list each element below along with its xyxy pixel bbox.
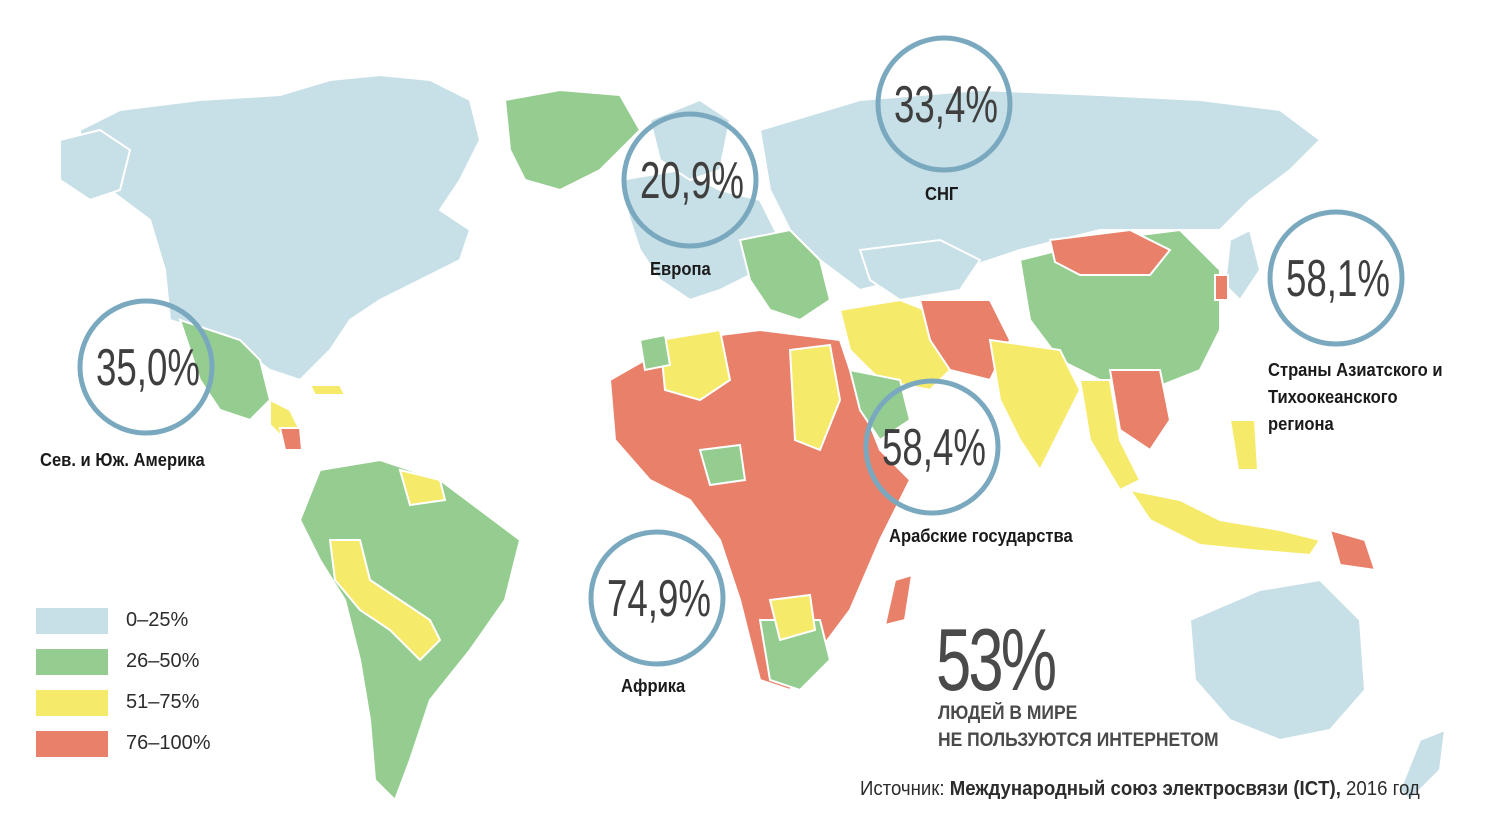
legend-item: 0–25% xyxy=(36,600,211,641)
label-cis: СНГ xyxy=(925,184,959,204)
land-mexico xyxy=(178,318,272,422)
label-europe: Европа xyxy=(650,259,711,279)
land-mongolia xyxy=(1048,228,1172,276)
circle-ring xyxy=(77,298,215,436)
circle-ring xyxy=(863,378,1001,516)
legend-swatch xyxy=(36,689,108,716)
land-iran-veryhigh xyxy=(918,299,1012,382)
land-new-zealand xyxy=(1398,728,1447,802)
circle-ring xyxy=(875,35,1013,173)
headline-caption-line2: НЕ ПОЛЬЗУЮТСЯ ИНТЕРНЕТОМ xyxy=(938,730,1219,751)
land-sa-yellow-2 xyxy=(328,539,442,662)
land-korea xyxy=(1214,274,1229,301)
label-africa: Африка xyxy=(621,676,686,696)
legend-label: 0–25% xyxy=(126,609,189,631)
land-central-america-veryhigh xyxy=(278,427,304,451)
legend-swatch xyxy=(36,607,108,634)
source-org: Международный союз электросвязи (ICT), xyxy=(949,778,1341,800)
land-scandinavia xyxy=(648,98,732,182)
percent-cis: 33,4% xyxy=(894,76,998,134)
legend-item: 51–75% xyxy=(36,682,211,723)
percent-arab: 58,4% xyxy=(882,419,986,477)
land-caribbean xyxy=(308,384,347,396)
land-png xyxy=(1328,528,1377,572)
source-prefix: Источник: xyxy=(860,778,945,800)
land-philippines xyxy=(1228,419,1260,471)
land-africa-high-south xyxy=(768,593,817,642)
land-indonesia xyxy=(1127,488,1322,557)
region-circle-arab: 58,4% xyxy=(863,378,1001,516)
land-sa-yellow-1 xyxy=(398,468,447,507)
circle-ring xyxy=(621,111,759,249)
legend-label: 26–50% xyxy=(126,650,200,672)
legend-label: 51–75% xyxy=(126,691,200,713)
land-japan xyxy=(1223,228,1262,302)
legend-swatch xyxy=(36,730,108,757)
headline-caption: ЛЮДЕЙ В МИРЕ НЕ ПОЛЬЗУЮТСЯ ИНТЕРНЕТОМ xyxy=(938,700,1219,754)
land-india xyxy=(988,338,1082,472)
percent-africa: 74,9% xyxy=(607,570,711,628)
legend-swatch xyxy=(36,648,108,675)
land-europe-low xyxy=(618,168,782,302)
land-africa-mid-west xyxy=(698,443,747,487)
land-africa-mid-north xyxy=(638,333,672,372)
land-africa-veryhigh xyxy=(608,328,912,692)
land-africa-high-north xyxy=(658,328,732,402)
percent-europe: 20,9% xyxy=(640,152,744,210)
land-southeast-asia xyxy=(1108,369,1172,452)
label-asia-pacific: Страны Азиатского и Тихоокеанского регио… xyxy=(1268,360,1443,434)
label-arab: Арабские государства xyxy=(889,526,1073,546)
percent-asia-pacific: 58,1% xyxy=(1286,250,1390,308)
source-year: 2016 год xyxy=(1346,778,1420,800)
legend-item: 76–100% xyxy=(36,723,211,764)
region-circle-europe: 20,9% xyxy=(621,111,759,249)
circle-ring xyxy=(1267,209,1405,347)
land-indochina-high xyxy=(1078,379,1142,492)
region-circle-americas: 35,0% xyxy=(77,298,215,436)
region-circle-africa: 74,9% xyxy=(588,529,726,667)
percent-americas: 35,0% xyxy=(96,339,200,397)
region-circle-cis: 33,4% xyxy=(875,35,1013,173)
label-americas: Сев. и Юж. Америка xyxy=(40,450,205,470)
legend-item: 26–50% xyxy=(36,641,211,682)
headline-percent: 53% xyxy=(936,610,1057,709)
land-russia xyxy=(758,88,1322,292)
headline-caption-line1: ЛЮДЕЙ В МИРЕ xyxy=(938,703,1078,724)
land-greenland xyxy=(503,88,642,192)
source-note: Источник: Международный союз электросвяз… xyxy=(860,778,1420,801)
land-madagascar xyxy=(883,573,914,627)
land-kazakhstan xyxy=(858,238,982,302)
land-africa-high-sudan xyxy=(788,343,842,452)
land-australia xyxy=(1188,578,1367,742)
circle-ring xyxy=(588,529,726,667)
north-america-landmass xyxy=(59,73,642,382)
map-legend: 0–25% 26–50% 51–75% 76–100% xyxy=(36,600,211,764)
land-canada-usa xyxy=(79,73,482,382)
region-circle-asia-pacific: 58,1% xyxy=(1267,209,1405,347)
legend-label: 76–100% xyxy=(126,732,211,754)
land-alaska xyxy=(59,128,132,202)
